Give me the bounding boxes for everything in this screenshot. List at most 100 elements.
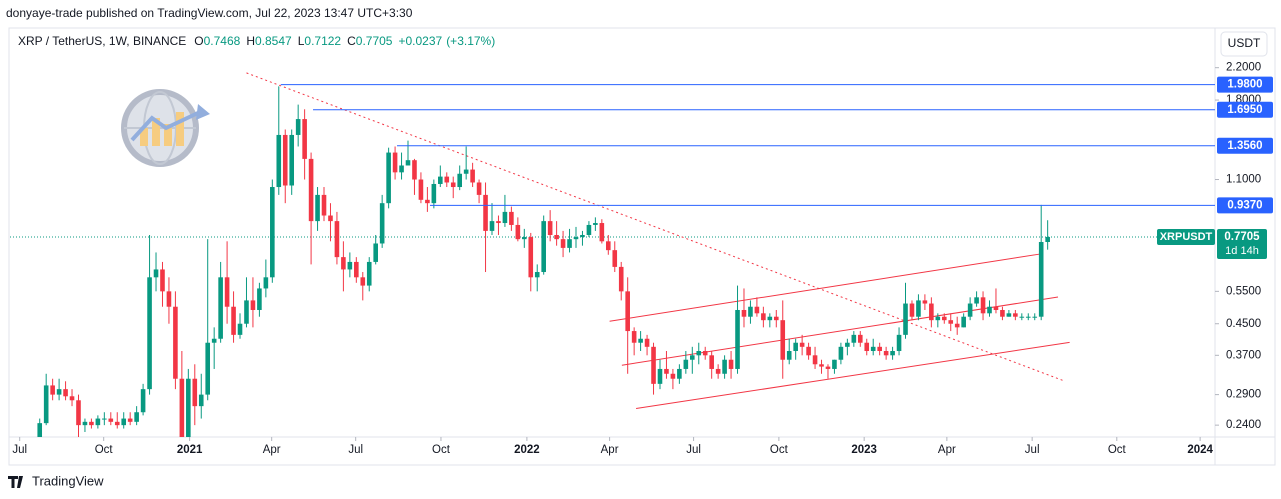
candle-body [560, 239, 566, 248]
y-tick-label: 0.4500 [1226, 318, 1261, 330]
candle-body [89, 421, 94, 426]
change: +0.0237 [398, 34, 442, 48]
candle-body [618, 266, 624, 292]
candle-body [1025, 316, 1031, 318]
symbol-title: XRP / TetherUS, 1W, BINANCE [18, 34, 186, 48]
candle-body [127, 418, 133, 422]
candle-body [580, 234, 585, 238]
candle-body [677, 368, 682, 379]
countdown-label: 1d 14h [1225, 245, 1259, 257]
c-value: 0.7705 [356, 34, 393, 48]
candle-body [870, 346, 876, 352]
candle-body [102, 418, 107, 420]
candle-body [160, 269, 165, 292]
candle-body [954, 323, 960, 328]
candle-body [179, 378, 185, 437]
candle-body [450, 182, 456, 188]
candle-body [715, 368, 721, 374]
candle-body [864, 342, 870, 352]
candle-body [418, 179, 424, 200]
price-tag [1217, 228, 1267, 259]
candle-body [360, 277, 366, 286]
candle-body [935, 316, 941, 321]
candle-body [896, 334, 902, 352]
candle-body [405, 160, 411, 166]
candle-body [586, 224, 592, 235]
candle-body [845, 342, 850, 347]
candle-body [50, 385, 55, 395]
candle-body [334, 221, 340, 258]
candle-body [373, 243, 378, 262]
candle-body [1045, 236, 1050, 243]
candle-body [877, 346, 882, 352]
candle-body [941, 316, 947, 321]
candle-body [741, 309, 747, 317]
level-tag [1217, 197, 1273, 214]
candle-body [819, 364, 824, 367]
candle-body [321, 194, 327, 216]
trendline [609, 253, 1040, 322]
candle-body [354, 261, 359, 278]
candle-body [883, 351, 889, 356]
candle-body [1006, 313, 1012, 317]
candle-body [651, 346, 656, 384]
x-tick-label: Jul [1025, 444, 1040, 456]
candle-body [754, 306, 760, 314]
x-tick-label: Apr [263, 444, 281, 456]
x-tick-label: 2023 [851, 444, 877, 456]
candle-body [1000, 309, 1005, 317]
x-tick-label: 2024 [1187, 444, 1213, 456]
candle-body [528, 237, 534, 278]
o-label: O [194, 34, 203, 48]
candle-body [489, 221, 495, 231]
candle-body [205, 342, 211, 395]
candle-body [231, 306, 236, 335]
candle-body [483, 194, 488, 231]
candle-body [606, 241, 611, 251]
candle-body [922, 300, 928, 304]
candle-body [438, 176, 443, 184]
candle-body [625, 291, 630, 332]
level-tag [1217, 76, 1273, 93]
x-tick-label: Jul [348, 444, 363, 456]
y-tick-label: 1.1000 [1226, 174, 1261, 186]
candle-body [69, 396, 75, 401]
x-tick-label: Jul [686, 444, 701, 456]
h-label: H [246, 34, 255, 48]
x-tick-label: Jul [12, 444, 27, 456]
candle-body [593, 223, 598, 225]
y-tick-label: 2.2000 [1226, 62, 1261, 74]
candle-body [198, 394, 204, 407]
plot-area [10, 72, 1215, 437]
candle-body [554, 234, 559, 240]
footer-logo [8, 476, 23, 488]
candle-body [987, 306, 992, 314]
candle-body [444, 176, 450, 183]
candle-body [657, 368, 663, 384]
candle-body [631, 331, 637, 343]
currency-button[interactable] [1220, 31, 1268, 57]
x-tick-label: 2021 [177, 444, 203, 456]
candle-body [140, 389, 146, 413]
trendline [246, 72, 1066, 382]
candle-body [76, 400, 81, 426]
candle-body [470, 169, 475, 183]
change-pct: (+3.17%) [446, 34, 495, 48]
candle-body [761, 313, 766, 321]
candle-body [56, 389, 62, 395]
candle-body [341, 257, 346, 270]
level-tag-label: 1.6950 [1227, 104, 1262, 116]
candle-body [670, 373, 676, 379]
candle-body [425, 199, 430, 204]
candle-body [722, 359, 727, 374]
symbol-tag-label: XRPUSDT [1160, 231, 1213, 243]
candle-body [257, 288, 262, 310]
candle-body [37, 423, 43, 437]
candle-body [192, 378, 198, 407]
candle-body [980, 297, 986, 314]
candle-body [916, 300, 921, 317]
candle-body [767, 316, 773, 321]
candle-body [173, 306, 178, 379]
candle-body [263, 277, 269, 289]
